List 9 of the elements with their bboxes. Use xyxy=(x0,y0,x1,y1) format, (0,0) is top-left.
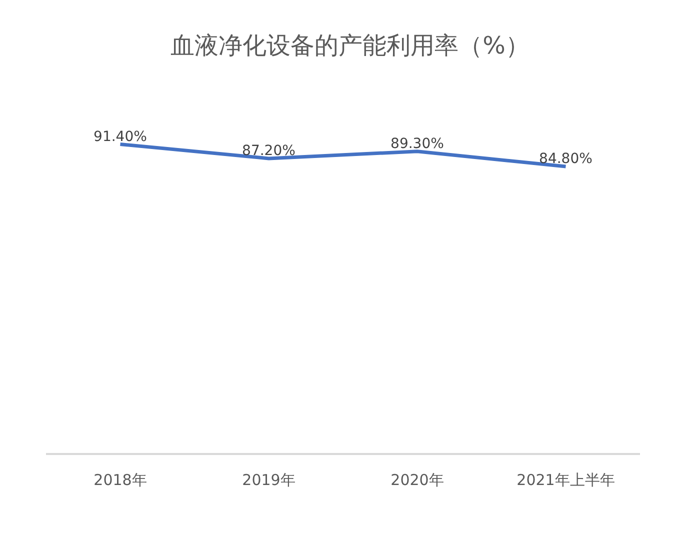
data-label: 84.80% xyxy=(539,151,592,168)
data-label: 91.40% xyxy=(94,128,147,145)
x-tick-label: 2019年 xyxy=(242,470,296,489)
data-label: 89.30% xyxy=(390,136,444,152)
chart-title: 血液净化设备的产能利用率（%） xyxy=(170,31,530,60)
x-tick-label: 2020年 xyxy=(390,470,444,489)
x-tick-label: 2018年 xyxy=(94,470,147,489)
x-tick-label: 2021年上半年 xyxy=(516,470,615,489)
data-label: 87.20% xyxy=(242,142,296,159)
